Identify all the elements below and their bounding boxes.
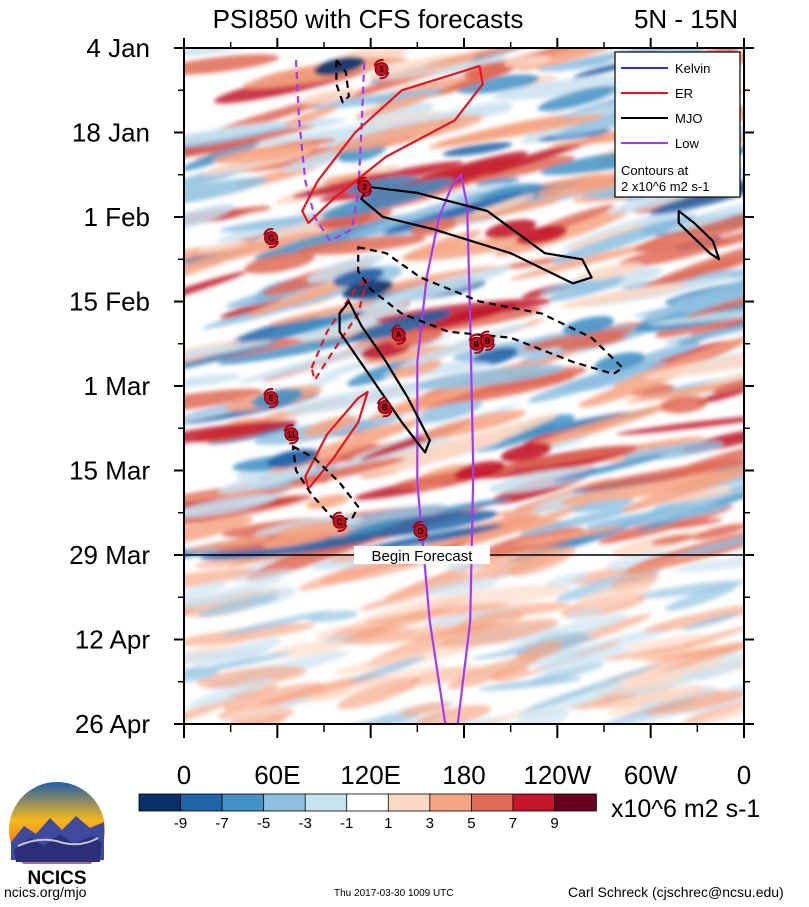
colorbar-swatch-0 bbox=[138, 793, 182, 812]
y-tick-label-0: 4 Jan bbox=[86, 33, 150, 63]
contour-er-2 bbox=[301, 64, 484, 225]
storm-label: 1 bbox=[379, 65, 384, 74]
y-tick-label-7: 12 Apr bbox=[75, 625, 151, 655]
storm-label: E bbox=[268, 394, 274, 403]
legend-label: ER bbox=[675, 86, 693, 101]
contour-mjo-8 bbox=[357, 246, 624, 375]
colorbar-tick-3: -3 bbox=[299, 815, 312, 832]
colorbar-tick-8: 7 bbox=[509, 815, 517, 832]
storm-marker-6: E bbox=[263, 387, 280, 409]
y-tick-label-2: 1 Feb bbox=[84, 202, 151, 232]
storm-marker-8: 11 bbox=[283, 424, 300, 445]
footer-author: Carl Schreck (cjschrec@ncsu.edu) bbox=[568, 884, 784, 900]
storm-marker-7: B bbox=[376, 397, 393, 418]
x-tick-label-6: 0 bbox=[737, 760, 751, 790]
contour-layer bbox=[291, 58, 721, 724]
x-tick-label-5: 60W bbox=[624, 760, 678, 790]
contour-er-4 bbox=[310, 276, 369, 382]
colorbar-tick-4: -1 bbox=[340, 815, 353, 832]
y-tick-label-5: 15 Mar bbox=[69, 456, 150, 486]
colorbar-swatch-2 bbox=[221, 793, 265, 812]
legend-note-line2: 2 x10^6 m2 s-1 bbox=[621, 179, 709, 194]
legend-label: Low bbox=[675, 136, 699, 151]
legend-entry-kelvin: Kelvin bbox=[621, 61, 710, 76]
storm-marker-0: 1 bbox=[373, 59, 390, 80]
logo-text: NCICS bbox=[27, 868, 86, 889]
colorbar: -9 -7 -5 -3 -1 1 3 5 7 9 bbox=[138, 793, 597, 832]
colorbar-swatch-6 bbox=[387, 793, 431, 812]
storm-label: A bbox=[396, 331, 402, 340]
forecast-label: Begin Forecast bbox=[372, 548, 474, 565]
y-tick-label-3: 15 Feb bbox=[69, 287, 150, 317]
storm-label: C bbox=[337, 518, 343, 527]
colorbar-tick-7: 5 bbox=[467, 815, 475, 832]
storm-marker-9: C bbox=[331, 511, 348, 532]
y-tick-label-1: 18 Jan bbox=[72, 118, 150, 148]
storm-marker-1: 3 bbox=[356, 176, 373, 197]
footer-timestamp: Thu 2017-03-30 1009 UTC bbox=[334, 888, 454, 899]
chart-title: PSI850 with CFS forecasts bbox=[213, 4, 524, 34]
storm-label: B bbox=[484, 337, 490, 346]
colorbar-tick-0: -9 bbox=[174, 815, 187, 832]
colorbar-swatch-9 bbox=[512, 793, 556, 812]
storm-label: B bbox=[474, 340, 480, 349]
legend-label: Kelvin bbox=[675, 61, 710, 76]
footer-url[interactable]: ncics.org/mjo bbox=[4, 884, 87, 900]
colorbar-tick-9: 9 bbox=[550, 815, 558, 832]
y-tick-label-4: 1 Mar bbox=[84, 371, 151, 401]
x-tick-label-1: 60E bbox=[254, 760, 300, 790]
storm-marker-3: A bbox=[390, 324, 407, 345]
contour-mjo-6 bbox=[338, 300, 431, 454]
x-tick-label-0: 0 bbox=[177, 760, 191, 790]
contour-er-3 bbox=[304, 390, 369, 490]
colorbar-swatch-10 bbox=[554, 793, 597, 812]
legend-label: MJO bbox=[675, 111, 702, 126]
x-tick-label-3: 180 bbox=[442, 760, 485, 790]
colorbar-tick-2: -5 bbox=[257, 815, 270, 832]
storm-label: D bbox=[418, 527, 424, 536]
ncics-logo: NCICS bbox=[9, 782, 105, 889]
storm-marker-5: B bbox=[479, 330, 496, 351]
contour-low-1 bbox=[416, 173, 475, 724]
contour-mjo-7 bbox=[677, 209, 721, 261]
legend: Kelvin ER MJO Low Contours at 2 x10^6 m2 s-… bbox=[614, 51, 741, 198]
y-axis: 4 Jan 18 Jan 1 Feb 15 Feb 1 Mar 15 Mar 29 Mar 1… bbox=[69, 33, 754, 739]
colorbar-swatch-7 bbox=[429, 793, 473, 812]
contour-mjo-10 bbox=[291, 445, 360, 520]
contour-mjo-5 bbox=[360, 185, 593, 285]
region-label: 5N - 15N bbox=[634, 4, 738, 34]
anomaly-field bbox=[184, 48, 744, 724]
colorbar-tick-5: 1 bbox=[384, 815, 392, 832]
legend-entry-mjo: MJO bbox=[621, 111, 702, 126]
storm-label: C bbox=[268, 234, 274, 243]
y-tick-label-6: 29 Mar bbox=[69, 540, 150, 570]
storm-marker-10: D bbox=[412, 520, 429, 541]
colorbar-swatch-3 bbox=[263, 793, 306, 812]
legend-entry-er: ER bbox=[621, 86, 693, 101]
contour-low-0 bbox=[294, 60, 366, 243]
colorbar-swatch-8 bbox=[470, 793, 514, 812]
y-tick-label-8: 26 Apr bbox=[75, 709, 151, 739]
colorbar-tick-6: 3 bbox=[426, 815, 434, 832]
colorbar-swatch-1 bbox=[180, 793, 223, 812]
legend-entry-low: Low bbox=[621, 136, 699, 151]
legend-note-line1: Contours at bbox=[621, 163, 689, 178]
colorbar-swatch-5 bbox=[346, 793, 390, 812]
storm-label: 11 bbox=[287, 430, 296, 439]
x-tick-label-2: 120E bbox=[340, 760, 401, 790]
x-axis: 0 60E 120E 180 120W 60W 0 bbox=[177, 38, 751, 790]
storm-label: B bbox=[382, 403, 388, 412]
colorbar-tick-1: -7 bbox=[215, 815, 228, 832]
storm-marker-2: C bbox=[263, 228, 280, 249]
contour-mjo-9 bbox=[335, 58, 350, 104]
storm-label: 3 bbox=[362, 183, 367, 192]
colorbar-swatch-4 bbox=[304, 793, 348, 812]
x-tick-label-4: 120W bbox=[523, 760, 591, 790]
colorbar-units: x10^6 m2 s-1 bbox=[611, 795, 760, 823]
